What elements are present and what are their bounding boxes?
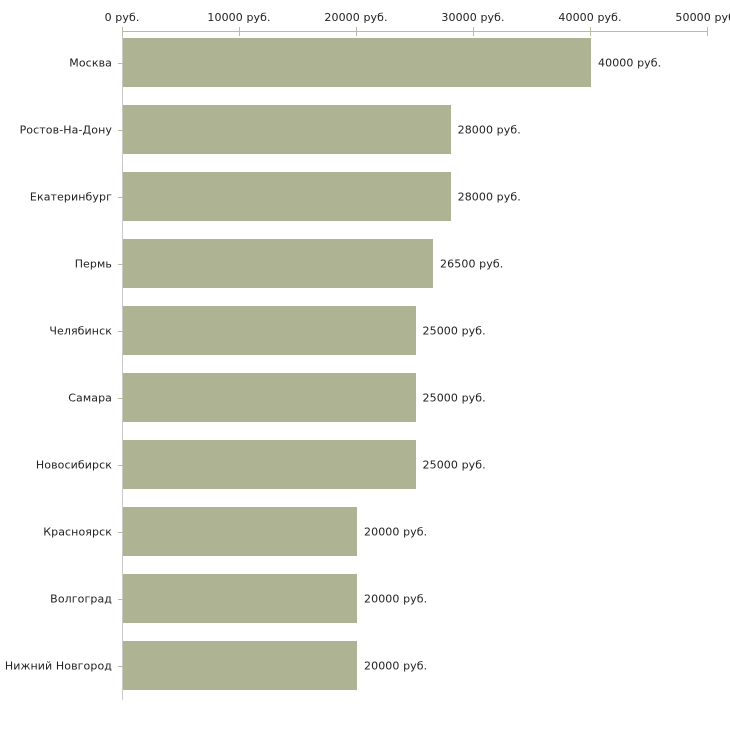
- bar-value-label: 25000 руб.: [422, 324, 486, 337]
- category-label: Нижний Новгород: [4, 659, 112, 672]
- y-axis-tick: [118, 531, 123, 533]
- x-axis-tick: [590, 27, 591, 36]
- x-axis-line: [122, 31, 707, 32]
- bar-value-label: 25000 руб.: [422, 391, 486, 404]
- bar-value-label: 28000 руб.: [457, 123, 521, 136]
- bar[interactable]: [123, 172, 451, 221]
- x-axis-tick: [707, 27, 708, 36]
- y-axis-tick: [118, 464, 123, 466]
- category-label: Екатеринбург: [29, 190, 112, 203]
- x-axis-tick-label: 10000 руб.: [207, 11, 271, 24]
- x-axis-tick-label: 0 руб.: [104, 11, 140, 24]
- bar-value-label: 20000 руб.: [364, 592, 428, 605]
- bar[interactable]: [123, 239, 434, 288]
- category-label: Челябинск: [49, 324, 112, 337]
- bar-value-label: 20000 руб.: [364, 525, 428, 538]
- x-axis-tick-label: 20000 руб.: [324, 11, 388, 24]
- y-axis-tick: [118, 598, 123, 600]
- y-axis-line: [122, 31, 123, 700]
- bar[interactable]: [123, 105, 451, 154]
- bar[interactable]: [123, 440, 416, 489]
- x-axis-tick: [122, 27, 123, 36]
- category-label: Пермь: [74, 257, 112, 270]
- x-axis-tick: [356, 27, 357, 36]
- category-label: Ростов-На-Дону: [19, 123, 112, 136]
- y-axis-tick: [118, 397, 123, 399]
- y-axis-tick: [118, 330, 123, 332]
- bar-value-label: 20000 руб.: [364, 659, 428, 672]
- bar-value-label: 25000 руб.: [422, 458, 486, 471]
- bar[interactable]: [123, 507, 357, 556]
- bar[interactable]: [123, 574, 357, 623]
- x-axis-tick-label: 30000 руб.: [441, 11, 505, 24]
- y-axis-tick: [118, 665, 123, 667]
- bar[interactable]: [123, 38, 591, 87]
- category-label: Москва: [69, 56, 112, 69]
- bar[interactable]: [123, 306, 416, 355]
- bar[interactable]: [123, 373, 416, 422]
- y-axis-tick: [118, 196, 123, 198]
- category-label: Самара: [68, 391, 112, 404]
- y-axis-tick: [118, 62, 123, 64]
- x-axis-tick-label: 50000 руб.: [675, 11, 730, 24]
- category-label: Новосибирск: [35, 458, 112, 471]
- x-axis-tick: [473, 27, 474, 36]
- x-axis-tick-label: 40000 руб.: [558, 11, 622, 24]
- bar-value-label: 40000 руб.: [598, 56, 662, 69]
- bar[interactable]: [123, 641, 357, 690]
- x-axis-tick: [239, 27, 240, 36]
- y-axis-tick: [118, 129, 123, 131]
- category-label: Красноярск: [43, 525, 112, 538]
- bar-value-label: 28000 руб.: [457, 190, 521, 203]
- bar-value-label: 26500 руб.: [440, 257, 504, 270]
- y-axis-tick: [118, 263, 123, 265]
- category-label: Волгоград: [50, 592, 112, 605]
